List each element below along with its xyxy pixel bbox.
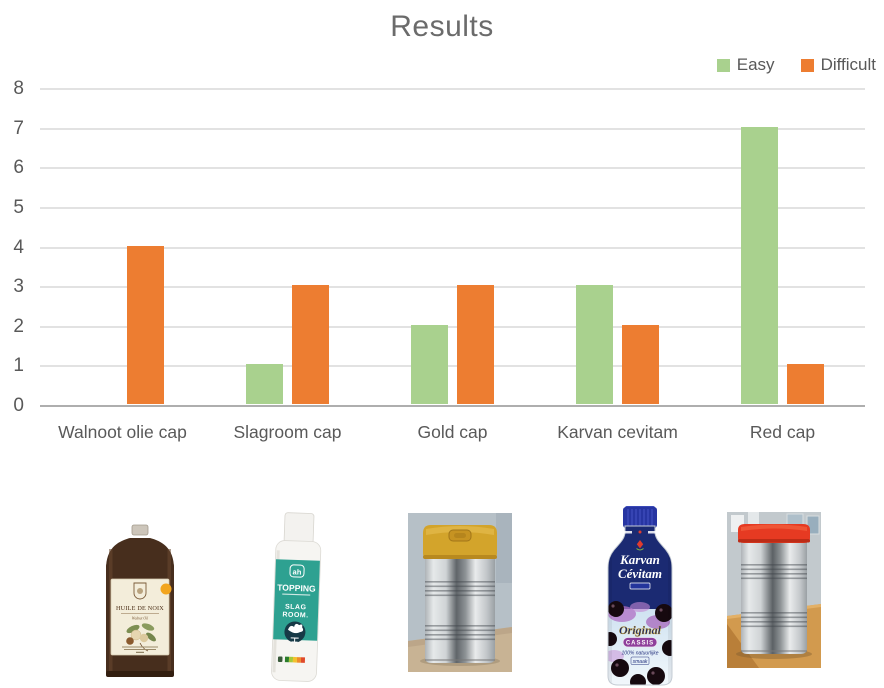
karvan-brand1: Karvan	[619, 552, 660, 567]
bar-chart-plot-area	[40, 88, 865, 407]
slagroom-line1: TOPPING	[277, 582, 316, 593]
bar-easy-red-cap	[741, 126, 778, 404]
gridline-y5	[40, 206, 865, 209]
x-axis-line	[40, 405, 865, 407]
x-category-label-red-cap: Red cap	[749, 422, 816, 442]
gridline-y2	[40, 325, 865, 328]
y-tick-label-4: 4	[13, 236, 24, 258]
karvan-original-label: Original	[619, 623, 662, 637]
slagroom-brand-logo: ah	[292, 567, 301, 576]
gridline-y3	[40, 286, 865, 289]
bar-difficult-slagroom-cap	[292, 285, 329, 404]
product-photo-red-cap	[727, 512, 821, 668]
bar-easy-slagroom-cap	[246, 364, 283, 404]
bar-difficult-red-cap	[787, 364, 824, 404]
y-tick-label-0: 0	[13, 395, 24, 416]
y-tick-label-5: 5	[13, 196, 24, 218]
x-category-label-walnoot-olie-cap: Walnoot olie cap	[58, 422, 187, 442]
gridline-y7	[40, 127, 865, 130]
chart-legend: Easy Difficult	[716, 55, 876, 75]
product-photo-slagroom: ah TOPPING SLAG ROOM.	[260, 511, 332, 686]
legend-label-difficult: Difficult	[820, 55, 876, 74]
y-tick-label-8: 8	[13, 78, 24, 99]
slagroom-line2: SLAG	[285, 604, 307, 612]
product-photo-gold-cap	[408, 513, 512, 672]
legend-item-easy: Easy	[716, 55, 775, 75]
legend-swatch-easy-icon	[716, 58, 730, 72]
x-category-label-slagroom-cap: Slagroom cap	[233, 422, 342, 442]
product-photo-karvan-cevitam: Karvan Cévitam Original CASSIS 100% natu…	[592, 506, 688, 688]
red-cap-can-icon	[727, 512, 821, 668]
karvan-cassis-badge: CASSIS	[626, 641, 654, 647]
karvan-brand2: Cévitam	[618, 566, 662, 581]
y-tick-label-6: 6	[13, 157, 24, 179]
gridline-y6	[40, 167, 865, 170]
chart-title: Results	[390, 10, 494, 43]
walnut-oil-bottle-icon: HUILE DE NOIX Walnut Oil	[106, 524, 174, 677]
slagroom-spray-can-icon: ah TOPPING SLAG ROOM.	[271, 512, 322, 682]
y-tick-label-7: 7	[13, 117, 24, 139]
karvan-cevitam-bottle-icon: Karvan Cévitam Original CASSIS 100% natu…	[607, 506, 673, 686]
product-photo-walnoot-olie: HUILE DE NOIX Walnut Oil	[95, 517, 185, 683]
y-tick-label-3: 3	[13, 276, 24, 298]
slagroom-line3: ROOM.	[282, 612, 308, 620]
legend-item-difficult: Difficult	[800, 55, 876, 75]
karvan-tagline2: smaak	[633, 659, 648, 665]
gridline-y4	[40, 246, 865, 249]
bar-difficult-gold-cap	[457, 285, 494, 404]
walnut-label-title: HUILE DE NOIX	[116, 605, 164, 612]
y-tick-label-1: 1	[13, 355, 24, 377]
x-category-label-gold-cap: Gold cap	[417, 422, 488, 442]
bar-difficult-walnoot-olie-cap	[127, 245, 164, 404]
legend-label-easy: Easy	[736, 55, 775, 74]
karvan-tagline: 100% natuurlijke	[622, 651, 659, 657]
walnut-label-subtitle: Walnut Oil	[132, 617, 148, 621]
gridline-y1	[40, 365, 865, 368]
gold-cap-can-icon	[408, 513, 512, 672]
bar-difficult-karvan-cevitam	[622, 324, 659, 404]
legend-swatch-difficult-icon	[800, 58, 814, 72]
gridline-y8	[40, 88, 865, 90]
y-tick-label-2: 2	[13, 315, 24, 337]
bar-easy-karvan-cevitam	[576, 285, 613, 404]
x-category-label-karvan-cevitam: Karvan cevitam	[557, 422, 678, 442]
bar-easy-gold-cap	[411, 324, 448, 404]
